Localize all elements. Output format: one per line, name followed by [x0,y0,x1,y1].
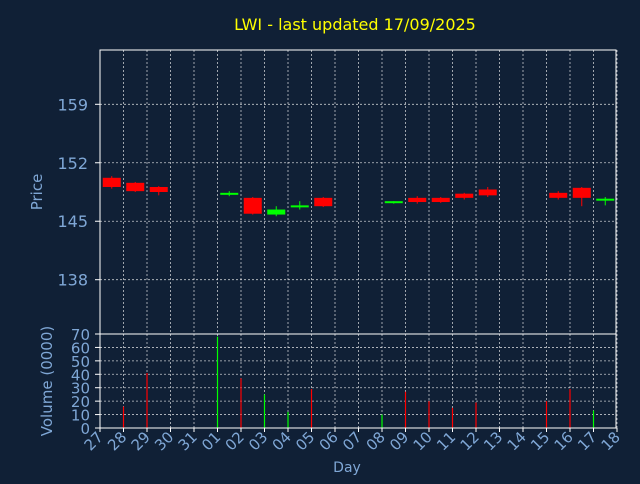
x-tick-label: 14 [504,428,530,454]
candle-body [243,197,262,214]
candle-body [384,201,403,204]
x-tick-label: 15 [527,428,553,454]
candle-body [102,177,121,187]
candle-body [478,189,497,196]
x-tick-label: 17 [574,428,600,454]
volume-tick-label: 0 [80,420,90,438]
x-tick-label: 11 [433,428,459,454]
x-tick-label: 10 [410,428,436,454]
x-tick-label: 29 [128,428,154,454]
candle-body [126,182,145,192]
x-tick-label: 06 [316,428,342,454]
volume-tick-label: 50 [71,353,90,371]
candle-body [314,197,333,207]
volume-axis-label: Volume (0000) [38,326,56,436]
price-plot-frame [99,49,617,335]
candle-body [572,187,591,198]
x-tick-labels: 2728293031010203040506070809101112131415… [81,428,624,454]
price-tick-label: 159 [57,95,88,114]
volume-tick-label: 60 [71,339,90,357]
x-tick-label: 01 [198,428,224,454]
x-tick-label: 08 [363,428,389,454]
price-panel: 138 145 152 159 [57,49,618,335]
x-tick-label: 16 [551,428,577,454]
candle-body [408,197,427,203]
candle-body [549,192,568,198]
x-tick-label: 07 [339,428,365,454]
x-tick-label: 02 [222,428,248,454]
volume-plot-frame [99,333,617,429]
volume-tick-label: 40 [71,366,90,384]
price-tick-label: 145 [57,212,88,231]
x-tick-label: 03 [245,428,271,454]
price-axis-label: Price [28,174,46,211]
volume-tick-label: 20 [71,393,90,411]
volume-tick-label: 10 [71,407,90,425]
price-tick-label: 138 [57,271,88,290]
price-tick-label: 152 [57,154,88,173]
candle-body [267,209,286,215]
x-tick-label: 28 [104,428,130,454]
candle-body [220,192,239,195]
day-axis-label: Day [333,460,361,476]
volume-tick-label: 30 [71,380,90,398]
candle-body [431,197,450,203]
x-tick-label: 18 [598,428,624,454]
x-tick-label: 13 [480,428,506,454]
x-tick-label: 04 [269,428,295,454]
x-tick-label: 30 [151,428,177,454]
x-tick-label: 12 [457,428,483,454]
candle-body [455,193,474,198]
candle-body [290,205,309,208]
candle-body [596,198,615,201]
candle-body [149,186,168,192]
chart-title: LWI - last updated 17/09/2025 [234,15,476,34]
x-tick-label: 31 [175,428,201,454]
x-tick-label: 09 [386,428,412,454]
volume-tick-label: 70 [71,326,90,344]
x-tick-label: 05 [292,428,318,454]
